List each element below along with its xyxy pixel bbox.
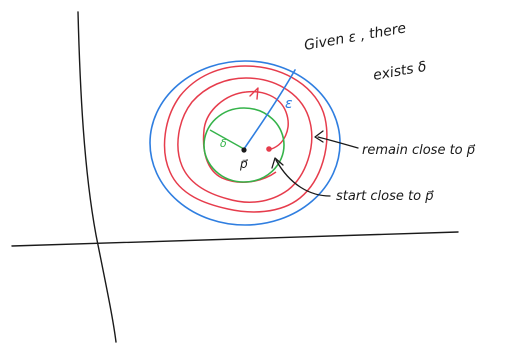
delta-label: δ <box>220 137 227 150</box>
start-close-label: start close to p⃗ <box>336 189 434 204</box>
epsilon-label: ε <box>285 96 293 112</box>
remain-close-label: remain close to p⃗ <box>362 143 476 158</box>
point-p-label: p⃗ <box>239 157 248 171</box>
trajectory-middle-ring <box>177 77 313 203</box>
start-point-dot <box>266 146 272 152</box>
point-p-dot <box>241 147 247 153</box>
start-close-arrowhead <box>271 157 284 169</box>
delta-circle <box>203 107 285 183</box>
trajectory-arrowhead <box>249 87 259 100</box>
exists-delta-text: exists δ <box>372 59 428 84</box>
trajectory-outer-ring <box>163 65 328 213</box>
epsilon-radius <box>243 69 296 150</box>
given-epsilon-text: Given ε , there <box>303 20 407 54</box>
remain-close-arrow <box>317 136 359 149</box>
delta-radius <box>209 129 245 150</box>
start-close-arrow <box>275 159 331 197</box>
vertical-axis <box>77 11 117 343</box>
trajectory-inner-path <box>202 90 289 184</box>
remain-close-arrowhead <box>314 130 324 143</box>
horizontal-axis <box>11 231 459 247</box>
